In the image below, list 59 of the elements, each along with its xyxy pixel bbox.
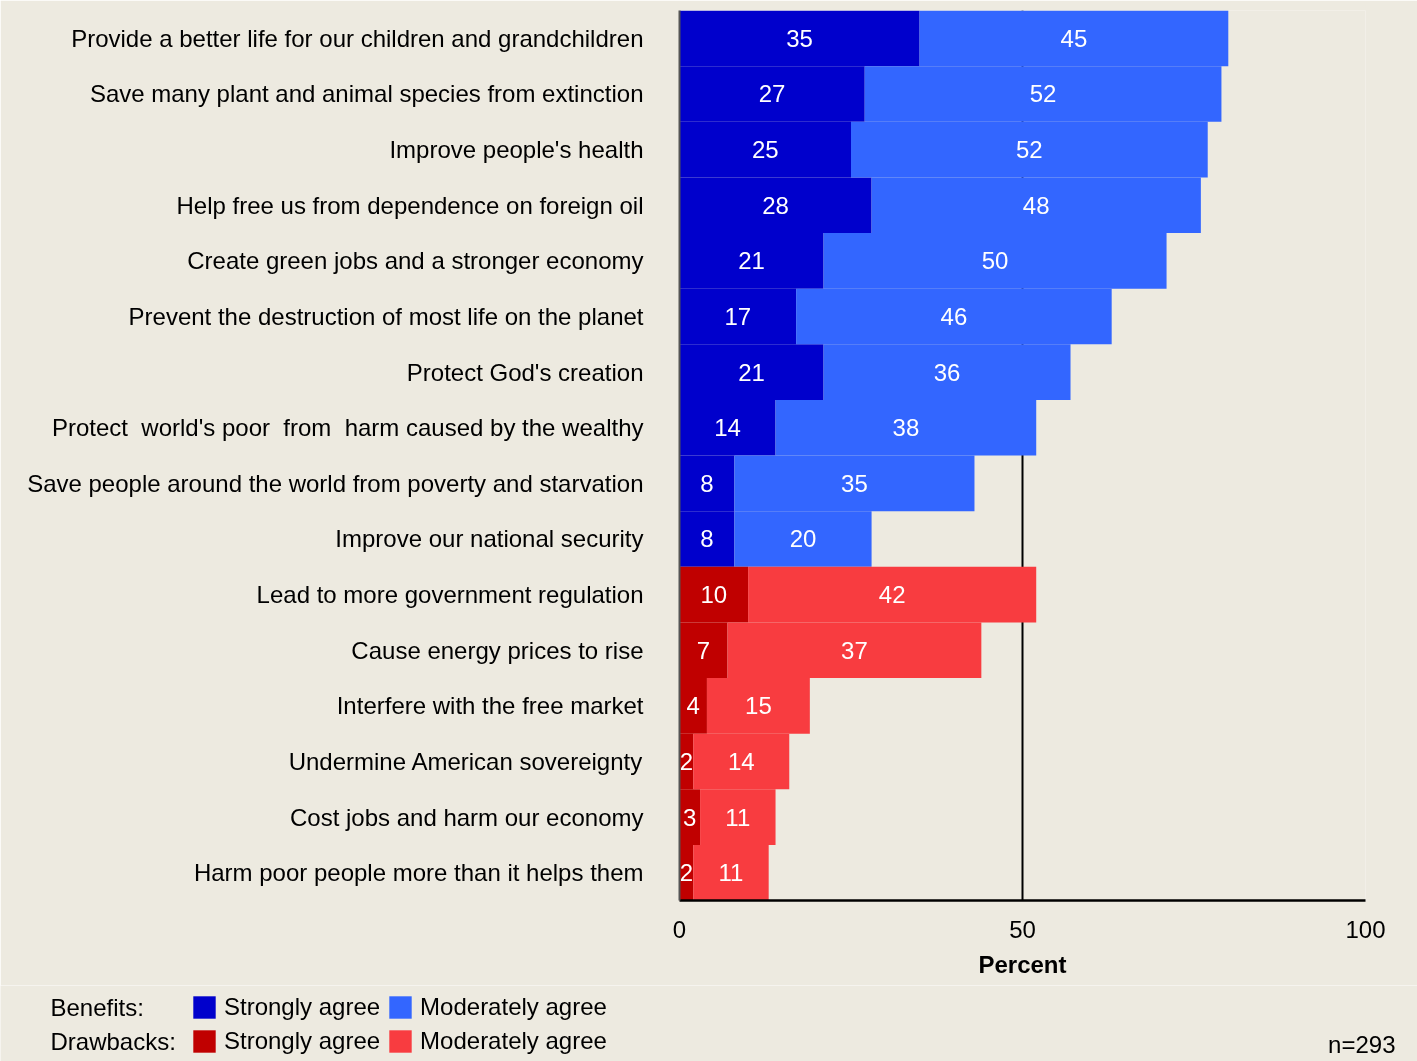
- y-tick-label: Improve our national security: [335, 525, 644, 553]
- data-label: 27: [758, 80, 786, 108]
- data-label: 15: [745, 692, 772, 720]
- text: Benefits:: [50, 994, 144, 1021]
- data-label: 8: [700, 525, 714, 553]
- data-label: 3: [683, 803, 697, 831]
- data-label: 38: [892, 414, 920, 442]
- y-tick-label: Interfere with the free market: [336, 692, 644, 720]
- x-tick-label: 0: [672, 915, 687, 943]
- data-label: 2: [679, 747, 694, 775]
- y-tick-label: Cost jobs and harm our economy: [289, 803, 644, 831]
- x-tick-label: 50: [1009, 915, 1036, 943]
- data-label: 35: [786, 24, 813, 52]
- data-label: 7: [696, 636, 711, 664]
- data-label: 52: [1016, 136, 1043, 164]
- legend-label: Moderately agree: [420, 993, 607, 1021]
- data-label: 50: [981, 247, 1009, 275]
- data-label: 21: [738, 358, 765, 386]
- data-label: 2: [679, 859, 694, 887]
- x-axis-title: Percent: [978, 950, 1067, 978]
- legend-label: Strongly agree: [224, 1027, 381, 1055]
- y-tick-label: Protect God's creation: [406, 358, 644, 386]
- data-label: 8: [700, 469, 714, 497]
- y-tick-label: Protect world's poor from harm caused by the wealthy: [52, 414, 644, 442]
- y-tick-label: Provide a better life for our children and grandchildren: [71, 24, 644, 52]
- data-label: 21: [738, 247, 765, 275]
- data-label: 45: [1060, 24, 1088, 52]
- data-label: 17: [724, 302, 752, 330]
- data-label: 14: [727, 747, 755, 775]
- data-label: 46: [940, 302, 968, 330]
- y-tick-label: Cause energy prices to rise: [351, 636, 644, 664]
- data-label: 25: [751, 136, 779, 164]
- data-label: 11: [718, 859, 744, 887]
- x-tick-label: 100: [1345, 915, 1386, 943]
- y-tick-label: Create green jobs and a stronger economy: [187, 247, 644, 275]
- y-tick-label: Lead to more government regulation: [256, 581, 644, 609]
- data-label: 36: [933, 358, 961, 386]
- data-label: 35: [841, 469, 868, 497]
- text: Drawbacks:: [50, 1028, 176, 1055]
- legend-label: Strongly agree: [224, 993, 381, 1021]
- data-label: 20: [789, 525, 817, 553]
- y-tick-label: Prevent the destruction of most life on the planet: [128, 302, 644, 330]
- data-label: 37: [841, 636, 868, 664]
- data-label: 42: [878, 581, 906, 609]
- data-label: 11: [725, 803, 751, 831]
- y-tick-label: Help free us from dependence on foreign oil: [176, 191, 644, 219]
- y-tick-label: Save many plant and animal species from extinction: [89, 80, 644, 108]
- data-label: 28: [762, 191, 789, 219]
- y-tick-label: Harm poor people more than it helps them: [193, 859, 644, 887]
- data-label: 52: [1029, 80, 1057, 108]
- data-label: 4: [686, 692, 700, 720]
- data-label: 14: [714, 414, 741, 442]
- data-label: 48: [1022, 191, 1050, 219]
- y-tick-label: Save people around the world from poverty and starvation: [27, 469, 644, 497]
- y-tick-label: Improve people's health: [389, 136, 644, 164]
- legend-label: Moderately agree: [420, 1027, 607, 1055]
- y-tick-label: Undermine American sovereignty: [288, 747, 643, 775]
- data-label: 10: [700, 581, 728, 609]
- text: n=293: [1328, 1030, 1396, 1058]
